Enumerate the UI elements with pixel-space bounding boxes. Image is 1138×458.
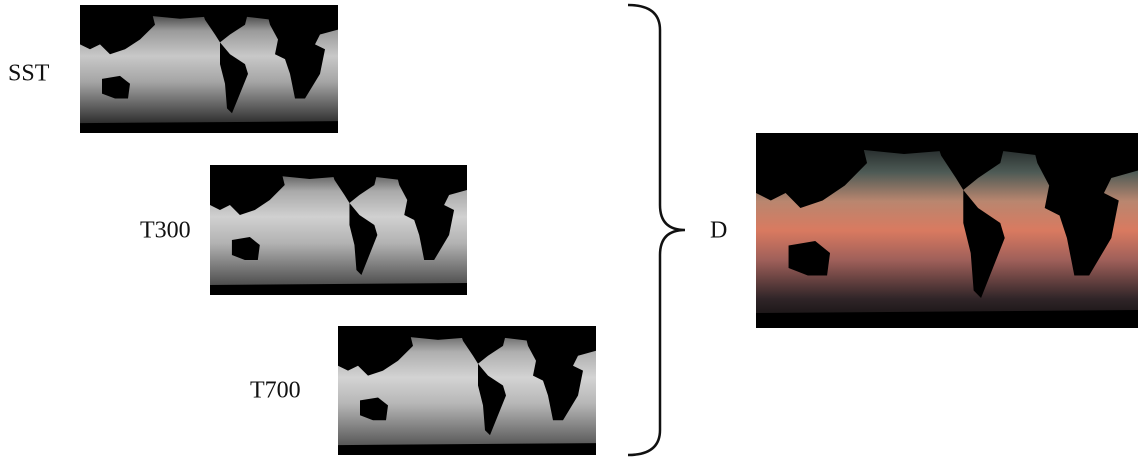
map-d [756, 133, 1138, 328]
input-label: T300 [140, 218, 191, 244]
map-t700 [338, 326, 596, 455]
diagram: SST T300 T700 D [0, 0, 1138, 458]
input-label: T700 [250, 378, 301, 404]
brace [628, 5, 685, 455]
output-label: D [710, 218, 727, 244]
map-t300 [210, 165, 467, 295]
input-label: SST [8, 61, 50, 87]
map-sst [80, 5, 338, 133]
